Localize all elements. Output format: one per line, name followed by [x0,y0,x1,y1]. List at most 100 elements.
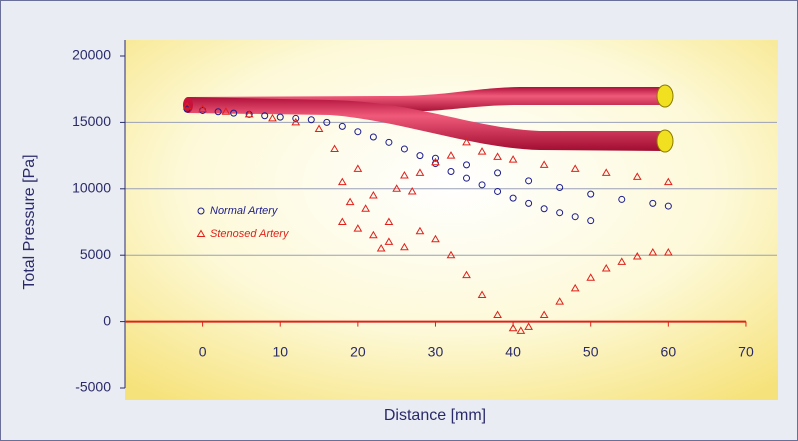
x-tick-label: 50 [583,343,599,359]
point [525,177,533,185]
y-tick-label: 15000 [72,113,111,129]
point [587,190,595,198]
point [462,270,471,279]
point [617,257,627,265]
y-axis-title: Total Pressure [Pa] [21,154,38,289]
point [493,152,502,160]
point [555,297,565,305]
point [477,147,487,155]
point [431,234,440,243]
point [431,157,440,166]
point [230,109,238,117]
legend-marker [196,229,206,237]
artery-outlet [656,84,674,108]
y-tick-label: 10000 [72,180,111,196]
point [416,152,424,160]
point [221,107,231,115]
point [369,133,377,141]
point [361,204,370,212]
point [337,217,347,225]
point [323,118,331,126]
point [463,161,471,169]
point [539,310,549,318]
point [431,154,439,162]
point [314,124,324,133]
point [571,213,579,221]
point [353,164,363,172]
point [446,151,456,159]
point [446,250,456,259]
point [462,137,471,146]
point [540,205,548,213]
point [463,174,471,182]
point [392,184,402,192]
y-tick-label: 20000 [72,47,111,63]
point [524,322,533,330]
point [447,168,455,176]
point [369,230,378,239]
point [261,112,269,120]
point [663,177,673,186]
point [369,190,378,199]
point [400,145,408,153]
legend-label: Normal Artery [210,205,279,217]
point [338,122,346,130]
point [618,195,626,203]
point [354,128,362,136]
point [587,217,595,225]
artery-lower [188,97,665,151]
artery-outlet [656,129,674,153]
point [385,138,393,146]
point [198,104,207,113]
point [586,273,596,281]
point [345,197,355,206]
point [556,183,564,191]
point [570,283,580,292]
point [601,168,611,176]
point [292,114,300,122]
point [384,217,394,225]
point [407,186,417,195]
point [291,117,301,126]
x-tick-label: 30 [428,343,444,359]
y-tick-label: 0 [103,312,111,328]
point [649,199,657,207]
x-tick-label: 10 [272,343,288,359]
legend-marker [197,207,205,215]
point [508,155,518,163]
point [337,177,347,186]
point [307,116,315,124]
x-axis-title: Distance [mm] [384,407,486,424]
x-tick-label: 70 [738,343,754,359]
point [384,237,394,245]
point [400,171,409,179]
point [415,226,425,235]
point [276,113,284,121]
point [214,108,222,116]
point [493,310,502,318]
point [663,248,673,256]
x-tick-label: 0 [199,343,207,359]
point [494,169,502,177]
point [330,144,339,152]
x-tick-label: 60 [661,343,677,359]
point [601,263,611,272]
point [494,187,502,195]
point [182,101,192,110]
y-tick-label: -5000 [75,379,111,395]
point [632,172,642,180]
point [415,168,425,176]
point [509,194,517,202]
artery-illustration [183,84,674,153]
point [508,323,518,332]
point [477,290,487,299]
y-tick-label: 5000 [80,246,111,262]
point [556,209,564,217]
point [516,326,526,334]
point [353,224,363,232]
x-tick-label: 40 [505,343,521,359]
point [400,242,409,251]
point [268,113,277,122]
point [539,160,549,168]
point [525,199,533,207]
